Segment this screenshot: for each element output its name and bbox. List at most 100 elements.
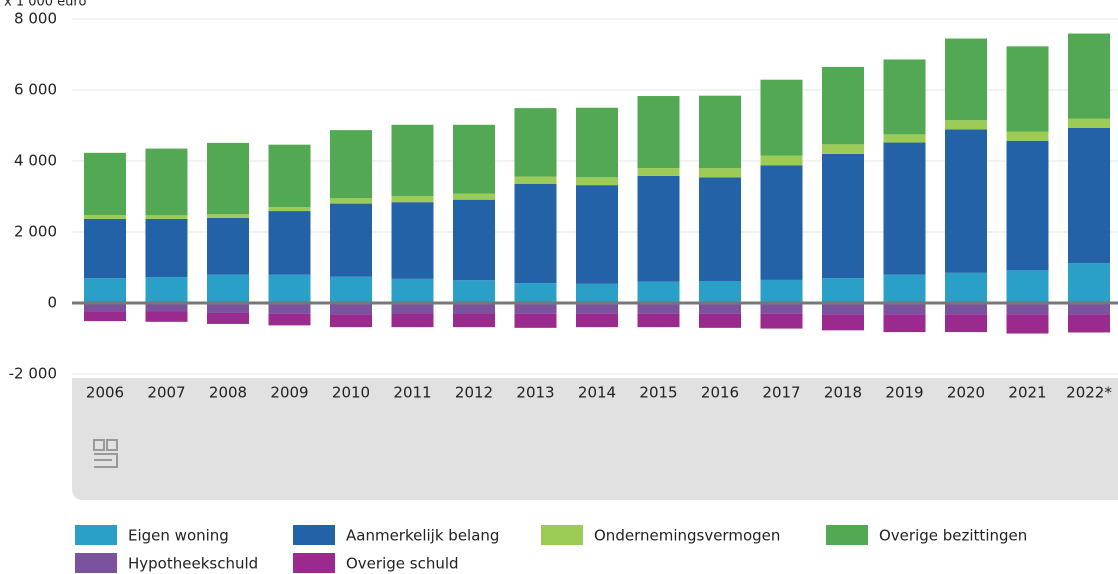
- bar-segment: [945, 129, 987, 273]
- legend-label: Hypotheekschuld: [128, 555, 258, 573]
- bar-segment: [1068, 118, 1110, 128]
- x-tick-label: 2019: [885, 384, 923, 402]
- bar-segment: [1006, 303, 1049, 315]
- legend-swatch: [541, 525, 583, 545]
- x-tick-label: 2013: [516, 384, 554, 402]
- bar-segment: [391, 124, 434, 197]
- bar-segment: [945, 314, 987, 333]
- bar-segment: [822, 314, 864, 331]
- x-tick-label: 2010: [332, 384, 370, 402]
- bar-segment: [84, 303, 126, 312]
- bar-segment: [453, 314, 495, 328]
- bar-segment: [84, 278, 126, 303]
- bar-segment: [207, 214, 249, 218]
- x-tick-label: 2006: [86, 384, 124, 402]
- bar-segment: [1006, 131, 1049, 141]
- bar-segment: [883, 134, 926, 143]
- bar-segment: [84, 152, 126, 215]
- bar-segment: [207, 274, 249, 303]
- bar-segment: [637, 168, 680, 176]
- bar-segment: [1068, 33, 1110, 119]
- bar-segment: [268, 211, 311, 275]
- x-tick-label: 2017: [762, 384, 800, 402]
- bar-segment: [268, 144, 311, 208]
- bar-segment: [637, 175, 680, 282]
- bar-segment: [883, 142, 926, 275]
- bar-segment: [637, 303, 680, 314]
- bar-segment: [576, 177, 618, 186]
- bar-segment: [330, 130, 372, 199]
- legend-label: Ondernemingsvermogen: [594, 527, 780, 545]
- bar-segment: [945, 303, 987, 315]
- bar-segment: [883, 59, 926, 135]
- bar-segment: [207, 217, 249, 275]
- bar-segment: [699, 95, 741, 169]
- bar-segment: [453, 199, 495, 281]
- cbs-logo: [93, 439, 118, 468]
- x-tick-label: 2007: [147, 384, 185, 402]
- bar-segment: [576, 107, 618, 178]
- legend-label: Eigen woning: [128, 527, 229, 545]
- bar-segment: [391, 314, 434, 328]
- bar-segment: [268, 303, 311, 314]
- bar-segment: [1068, 303, 1110, 315]
- y-tick-label: -2 000: [9, 365, 57, 383]
- bar-segment: [207, 303, 249, 313]
- bar-segment: [330, 276, 372, 303]
- bar-segment: [637, 313, 680, 328]
- y-tick-label: 6 000: [14, 81, 57, 99]
- x-tick-label: 2008: [209, 384, 247, 402]
- bar-segment: [514, 176, 557, 184]
- y-axis-label: x 1 000 euro: [4, 0, 86, 10]
- bar-segment: [391, 196, 434, 203]
- bar-segment: [145, 277, 188, 303]
- bar-segment: [84, 311, 126, 322]
- bar-segment: [760, 279, 803, 303]
- bar-segment: [637, 96, 680, 169]
- bar-segment: [453, 280, 495, 303]
- y-tick-label: 2 000: [14, 223, 57, 241]
- x-axis-panel: [72, 378, 1118, 500]
- x-tick-label: 2021: [1008, 384, 1046, 402]
- x-tick-label: 2011: [393, 384, 431, 402]
- bar-segment: [145, 148, 188, 216]
- legend-swatch: [75, 525, 117, 545]
- bar-segment: [330, 303, 372, 315]
- bar-segment: [822, 153, 864, 279]
- bar-segment: [391, 202, 434, 279]
- bar-segment: [1068, 263, 1110, 303]
- y-tick-label: 8 000: [14, 10, 57, 28]
- x-tick-label: 2020: [947, 384, 985, 402]
- bar-segment: [84, 218, 126, 279]
- bar-segment: [453, 124, 495, 194]
- bar-segment: [760, 79, 803, 156]
- bar-segment: [822, 303, 864, 315]
- bar-segment: [145, 215, 188, 219]
- bar-segment: [576, 313, 618, 328]
- bar-segment: [330, 314, 372, 328]
- x-tick-label: 2015: [639, 384, 677, 402]
- x-tick-label: 2016: [701, 384, 739, 402]
- bar-segment: [391, 278, 434, 303]
- bar-segment: [207, 142, 249, 215]
- bar-segment: [84, 214, 126, 219]
- bar-segment: [699, 313, 741, 328]
- bar-segment: [1006, 270, 1049, 303]
- bar-segment: [822, 66, 864, 145]
- bar-segment: [576, 185, 618, 284]
- legend-swatch: [293, 553, 335, 573]
- bar-segment: [268, 274, 311, 303]
- bar-segment: [576, 303, 618, 314]
- x-tick-label: 2012: [455, 384, 493, 402]
- bar-segment: [883, 314, 926, 333]
- bar-segment: [453, 193, 495, 200]
- bar-segment: [145, 311, 188, 322]
- legend-label: Aanmerkelijk belang: [346, 527, 499, 545]
- bar-segment: [699, 303, 741, 314]
- bar-segment: [514, 303, 557, 314]
- bar-segment: [330, 203, 372, 277]
- bar-segment: [1068, 314, 1110, 333]
- legend-swatch: [826, 525, 868, 545]
- bar-segment: [945, 272, 987, 303]
